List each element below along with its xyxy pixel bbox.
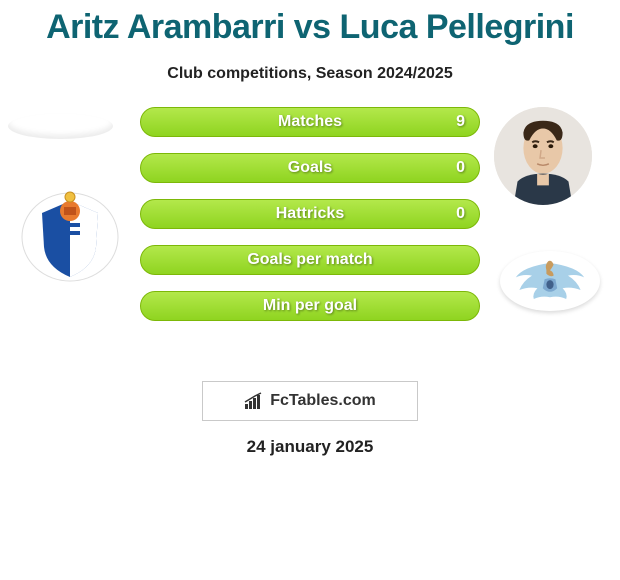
stat-label: Goals [288,159,332,177]
brand-text: FcTables.com [270,392,376,410]
brand-box: FcTables.com [202,381,418,421]
brand-label: FcTables.com [244,392,376,410]
real-sociedad-logo [20,189,120,289]
stat-label: Hattricks [276,205,344,223]
stat-row-goals-per-match: Goals per match [140,245,480,275]
club-logo-right [500,251,600,311]
page-title: Aritz Arambarri vs Luca Pellegrini [0,0,620,47]
date-label: 24 january 2025 [0,437,620,457]
club-logo-left [20,189,120,289]
stat-row-goals: Goals 0 [140,153,480,183]
stat-value-right: 0 [456,159,465,177]
player-portrait-icon [494,107,592,205]
stats-area: Matches 9 Goals 0 Hattricks 0 Goals per … [0,113,620,373]
stat-row-hattricks: Hattricks 0 [140,199,480,229]
player-left-placeholder [8,113,113,139]
stat-label: Goals per match [247,251,372,269]
player-right-avatar [494,107,592,205]
stat-value-right: 9 [456,113,465,131]
stat-value-right: 0 [456,205,465,223]
stat-row-matches: Matches 9 [140,107,480,137]
lazio-logo [505,254,595,308]
comparison-infographic: Aritz Arambarri vs Luca Pellegrini Club … [0,0,620,457]
chart-icon [244,392,266,410]
stat-bars: Matches 9 Goals 0 Hattricks 0 Goals per … [140,107,480,337]
stat-label: Matches [278,113,342,131]
subtitle: Club competitions, Season 2024/2025 [0,65,620,83]
stat-row-min-per-goal: Min per goal [140,291,480,321]
stat-label: Min per goal [263,297,357,315]
